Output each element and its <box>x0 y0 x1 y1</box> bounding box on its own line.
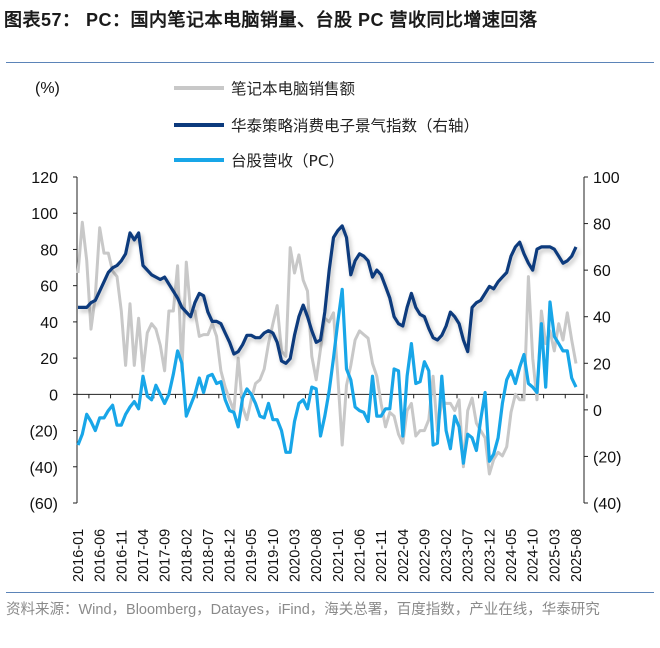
series-tw-revenue <box>76 287 578 465</box>
left-tick-label: 120 <box>31 170 58 187</box>
line-chart: 120 100 80 60 40 20 0 (20) (40) (60) 100 80 60 40 20 0 (… <box>30 80 622 582</box>
left-tick-label: 100 <box>31 206 58 223</box>
x-tick-label: 2017-04 <box>136 529 152 582</box>
legend-label: 笔记本电脑销售额 <box>231 80 356 98</box>
x-tick-label: 2021-01 <box>331 529 347 582</box>
bottom-divider <box>6 592 654 593</box>
left-tick-label: 0 <box>49 387 58 404</box>
x-tick-label: 2021-11 <box>374 530 390 582</box>
x-tick-label: 2025-08 <box>569 529 585 582</box>
left-tick-label: (40) <box>30 460 58 477</box>
x-tick-label: 2022-09 <box>417 529 433 582</box>
x-tick-label: 2023-02 <box>439 529 455 582</box>
x-tick-label: 2016-11 <box>114 530 130 582</box>
right-tick-label: 20 <box>593 356 611 373</box>
legend-label: 华泰策略消费电子景气指数（右轴） <box>231 117 479 135</box>
left-tick-label: (60) <box>30 496 58 513</box>
right-tick-label: 60 <box>593 263 611 280</box>
x-tick-label: 2018-07 <box>201 529 217 582</box>
x-tick-label: 2020-08 <box>309 529 325 582</box>
x-tick-label: 2018-12 <box>223 529 239 582</box>
chart-title: 图表57： PC：国内笔记本电脑销量、台股 PC 营收同比增速回落 <box>4 10 538 30</box>
left-tick-label: 60 <box>40 279 58 296</box>
x-tick-label: 2024-10 <box>526 529 542 582</box>
right-tick-label: (20) <box>593 449 621 466</box>
x-tick-label: 2024-05 <box>504 529 520 582</box>
x-tick-label: 2018-02 <box>179 529 195 582</box>
series-sentiment-index <box>78 224 578 365</box>
x-tick-label: 2016-06 <box>93 529 109 582</box>
y-axis-unit-label: (%) <box>35 80 60 97</box>
right-tick-label: 100 <box>593 170 620 187</box>
right-tick-label: 0 <box>593 403 602 420</box>
x-tick-label: 2025-03 <box>547 529 563 582</box>
x-tick-label: 2017-09 <box>158 529 174 582</box>
x-tick-label: 2022-04 <box>396 529 412 582</box>
x-tick-label: 2020-03 <box>288 529 304 582</box>
x-tick-label: 2016-01 <box>71 529 87 582</box>
x-tick-label: 2019-05 <box>244 529 260 582</box>
x-tick-label: 2023-12 <box>482 529 498 582</box>
right-tick-label: (40) <box>593 496 621 513</box>
left-tick-label: 40 <box>40 315 58 332</box>
source-note: 资料来源：Wind，Bloomberg，Datayes，iFind，海关总署，百… <box>6 602 600 618</box>
left-tick-label: 80 <box>40 242 58 259</box>
legend-label: 台股营收（PC） <box>231 152 344 170</box>
x-tick-label: 2019-10 <box>266 529 282 582</box>
x-tick-label: 2021-06 <box>352 529 368 582</box>
top-divider <box>6 62 654 63</box>
series-notebook-sales <box>76 220 578 476</box>
left-tick-label: 20 <box>40 351 58 368</box>
right-tick-label: 40 <box>593 310 611 327</box>
left-tick-label: (20) <box>30 424 58 441</box>
x-tick-label: 2023-07 <box>461 529 477 582</box>
right-tick-label: 80 <box>593 217 611 234</box>
